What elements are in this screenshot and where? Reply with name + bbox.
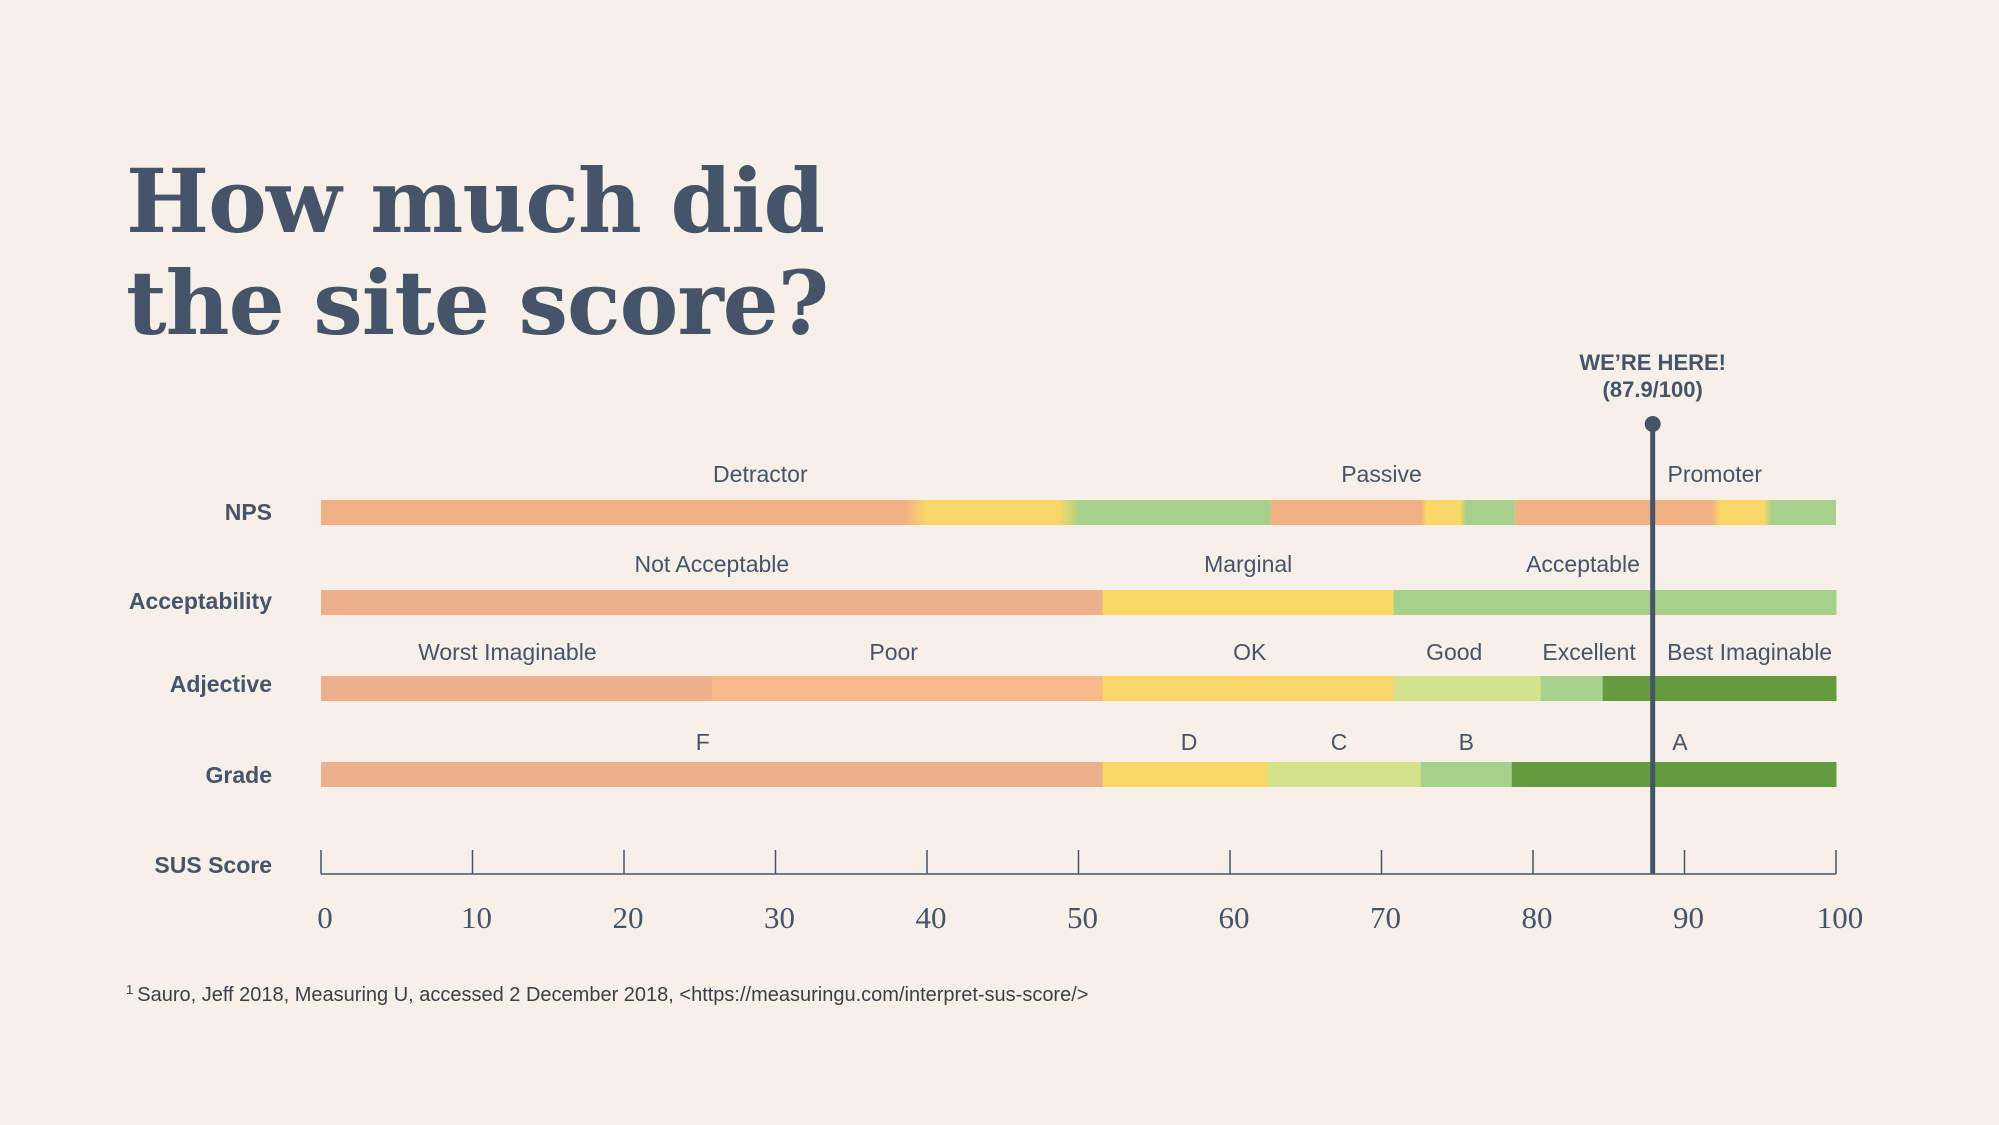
segment-adjective-excellent — [1540, 676, 1604, 701]
page-title: How much did the site score? — [126, 149, 829, 355]
title-line-2: the site score? — [126, 251, 829, 355]
tick-label-50: 50 — [1067, 900, 1098, 935]
segment-label-grade-a: A — [1672, 729, 1688, 755]
marker-label-line-2: (87.9/100) — [1603, 377, 1703, 402]
marker-dot — [1644, 416, 1661, 432]
axis-label: SUS Score — [154, 852, 272, 878]
segment-acceptability-marginal — [1102, 590, 1395, 615]
row-adjective: Adjective Worst Imaginable Poor OK Good Excel… — [170, 639, 1837, 701]
segment-adjective-good — [1393, 676, 1542, 701]
marker-label-line-1: WE’RE HERE! — [1579, 350, 1726, 375]
segment-nps-detractor — [321, 500, 1271, 525]
segment-grade-f — [321, 762, 1104, 787]
segment-adjective-worst-imaginable — [321, 676, 713, 701]
segment-adjective-best-imaginable — [1602, 676, 1837, 701]
footnote: 1 Sauro, Jeff 2018, Measuring U, accessed… — [126, 982, 1088, 1007]
segment-label-acceptability-not-acceptable: Not Acceptable — [635, 551, 790, 577]
chart-rows: NPS Detractor Passive Promoter Acceptability… — [129, 461, 1837, 788]
segment-grade-b — [1420, 762, 1513, 787]
segment-label-adjective-ok: OK — [1233, 639, 1267, 665]
row-grade: Grade F D C B A — [206, 729, 1837, 788]
segment-label-adjective-best-imaginable: Best Imaginable — [1667, 639, 1832, 665]
title-line-1: How much did — [126, 149, 825, 253]
segment-nps-passive — [1270, 500, 1515, 525]
segment-label-acceptability-marginal: Marginal — [1204, 551, 1292, 577]
score-marker: WE’RE HERE!(87.9/100) — [1579, 350, 1726, 874]
segment-label-nps-passive: Passive — [1341, 461, 1422, 487]
tick-label-0: 0 — [317, 900, 333, 935]
segment-label-grade-f: F — [696, 729, 710, 755]
row-acceptability: Acceptability Not Acceptable Marginal Accep… — [129, 551, 1837, 615]
row-label-acceptability: Acceptability — [129, 588, 272, 614]
tick-label-90: 90 — [1673, 900, 1704, 935]
segment-grade-c — [1267, 762, 1422, 787]
segment-label-nps-promoter: Promoter — [1668, 461, 1763, 487]
segment-grade-d — [1102, 762, 1269, 787]
sus-score-axis: SUS Score 0 10 20 30 40 50 60 70 80 90 100 — [154, 850, 1863, 935]
row-label-grade: Grade — [206, 762, 272, 788]
tick-label-20: 20 — [613, 900, 644, 935]
segment-adjective-poor — [711, 676, 1104, 701]
footnote-marker: 1 — [126, 982, 134, 997]
segment-label-grade-b: B — [1459, 729, 1474, 755]
segment-acceptability-acceptable — [1393, 590, 1837, 615]
tick-label-40: 40 — [916, 900, 947, 935]
row-label-adjective: Adjective — [170, 671, 272, 697]
tick-label-30: 30 — [764, 900, 795, 935]
segment-label-adjective-poor: Poor — [869, 639, 918, 665]
segment-label-adjective-excellent: Excellent — [1542, 639, 1636, 665]
segment-label-acceptability-acceptable: Acceptable — [1526, 551, 1640, 577]
tick-label-60: 60 — [1219, 900, 1250, 935]
row-nps: NPS Detractor Passive Promoter — [225, 461, 1836, 525]
footnote-text: Sauro, Jeff 2018, Measuring U, accessed … — [137, 984, 1089, 1006]
tick-label-10: 10 — [461, 900, 492, 935]
segment-grade-a — [1511, 762, 1837, 787]
segment-adjective-ok — [1102, 676, 1395, 701]
tick-label-100: 100 — [1817, 900, 1864, 935]
tick-label-80: 80 — [1522, 900, 1553, 935]
segment-label-adjective-good: Good — [1426, 639, 1482, 665]
segment-label-grade-d: D — [1181, 729, 1198, 755]
segment-nps-promoter — [1514, 500, 1836, 525]
row-label-nps: NPS — [225, 499, 272, 525]
tick-label-70: 70 — [1370, 900, 1401, 935]
segment-label-adjective-worst-imaginable: Worst Imaginable — [418, 639, 597, 665]
segment-acceptability-not-acceptable — [321, 590, 1104, 615]
segment-label-grade-c: C — [1331, 729, 1348, 755]
segment-label-nps-detractor: Detractor — [713, 461, 808, 487]
